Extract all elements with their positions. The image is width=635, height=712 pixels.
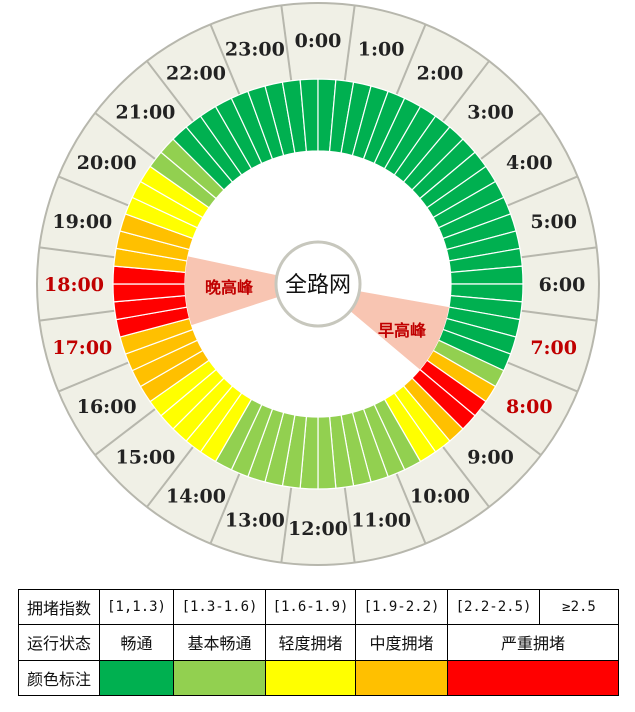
hour-divider <box>343 5 356 81</box>
hour-label: 8:00 <box>506 396 553 418</box>
hour-divider <box>94 408 156 456</box>
hour-divider <box>507 361 578 393</box>
hour-label: 13:00 <box>225 510 285 532</box>
hour-divider <box>343 487 356 563</box>
hour-labels: 0:00 1:00 2:003:00 4:00 5:00 6:00 7:00 8:00 9:00… <box>44 30 585 540</box>
hour-label: 23:00 <box>225 38 285 60</box>
legend-table: 拥堵指数 [1,1.3) [1.3-1.6) [1.6-1.9) [1.9-2.… <box>18 588 619 697</box>
hour-divider <box>146 446 194 508</box>
hour-divider <box>58 175 129 207</box>
congestion-dial: 早高峰 晚高峰 全路网 0:00 1:00 2:003:00 4:00 5:00 6:00 7… <box>36 2 600 566</box>
hour-divider <box>480 112 542 160</box>
legend-header-index: 拥堵指数 <box>18 588 100 626</box>
legend-range: [1.6-1.9) <box>265 588 356 626</box>
hour-divider <box>209 24 241 95</box>
hour-label: 21:00 <box>116 101 176 123</box>
legend-swatch <box>265 659 356 697</box>
hour-label: 2:00 <box>417 63 464 85</box>
legend-state: 轻度拥堵 <box>265 624 356 661</box>
hour-label: 12:00 <box>288 518 348 540</box>
hour-divider <box>280 5 293 81</box>
hour-label: 10:00 <box>410 485 470 507</box>
legend-swatch <box>99 659 174 697</box>
hour-divider <box>521 309 597 322</box>
legend-header-state: 运行状态 <box>18 624 100 661</box>
hour-label: 20:00 <box>77 152 137 174</box>
hour-label: 22:00 <box>166 63 226 85</box>
legend-header-color: 颜色标注 <box>18 659 100 697</box>
legend-state: 畅通 <box>99 624 174 661</box>
hour-divider <box>94 112 156 160</box>
hour-label: 15:00 <box>116 447 176 469</box>
hour-label: 5:00 <box>530 211 577 233</box>
hour-label: 1:00 <box>358 38 405 60</box>
morning-peak-label: 早高峰 <box>378 321 427 340</box>
hour-label: 7:00 <box>530 337 577 359</box>
evening-peak-label: 晚高峰 <box>205 278 254 297</box>
legend-state: 中度拥堵 <box>355 624 448 661</box>
hour-divider <box>442 446 490 508</box>
legend-state: 严重拥堵 <box>447 624 619 661</box>
hour-label: 16:00 <box>77 396 137 418</box>
hour-divider <box>58 361 129 393</box>
center-circle <box>274 240 362 328</box>
legend-range: [1,1.3) <box>99 588 174 626</box>
hour-divider <box>39 309 115 322</box>
hour-divider <box>395 473 427 544</box>
hour-divider <box>507 175 578 207</box>
legend-swatch <box>355 659 448 697</box>
legend-swatch <box>447 659 619 697</box>
evening-peak-wedge <box>185 256 279 326</box>
legend-row-color: 颜色标注 <box>18 659 619 697</box>
morning-peak-wedge <box>350 291 449 370</box>
hour-divider <box>480 408 542 456</box>
hour-label: 18:00 <box>44 274 104 296</box>
legend-range: [1.9-2.2) <box>355 588 448 626</box>
legend-state: 基本畅通 <box>173 624 266 661</box>
hour-divider <box>209 473 241 544</box>
hour-label: 9:00 <box>467 447 514 469</box>
hour-label: 14:00 <box>166 485 226 507</box>
legend-range: [2.2-2.5) <box>447 588 540 626</box>
hour-label: 6:00 <box>539 274 586 296</box>
legend-row-state: 运行状态 畅通 基本畅通 轻度拥堵 中度拥堵 严重拥堵 <box>18 624 619 661</box>
hour-label: 4:00 <box>506 152 553 174</box>
hour-label: 3:00 <box>467 101 514 123</box>
peak-wedges: 早高峰 晚高峰 <box>185 256 449 370</box>
hour-label: 19:00 <box>52 211 112 233</box>
hour-divider <box>521 246 597 259</box>
hour-label: 0:00 <box>295 30 342 52</box>
center-title: 全路网 <box>285 273 351 298</box>
legend-range: [1.3-1.6) <box>173 588 266 626</box>
legend-swatch <box>173 659 266 697</box>
hour-label: 11:00 <box>351 510 411 532</box>
hour-divider <box>442 60 490 122</box>
hour-divider <box>280 487 293 563</box>
legend-row-index: 拥堵指数 [1,1.3) [1.3-1.6) [1.6-1.9) [1.9-2.… <box>18 588 619 626</box>
hour-label: 17:00 <box>52 337 112 359</box>
hour-divider <box>395 24 427 95</box>
legend-range: ≥2.5 <box>539 588 619 626</box>
hour-divider <box>146 60 194 122</box>
hour-divider <box>39 246 115 259</box>
